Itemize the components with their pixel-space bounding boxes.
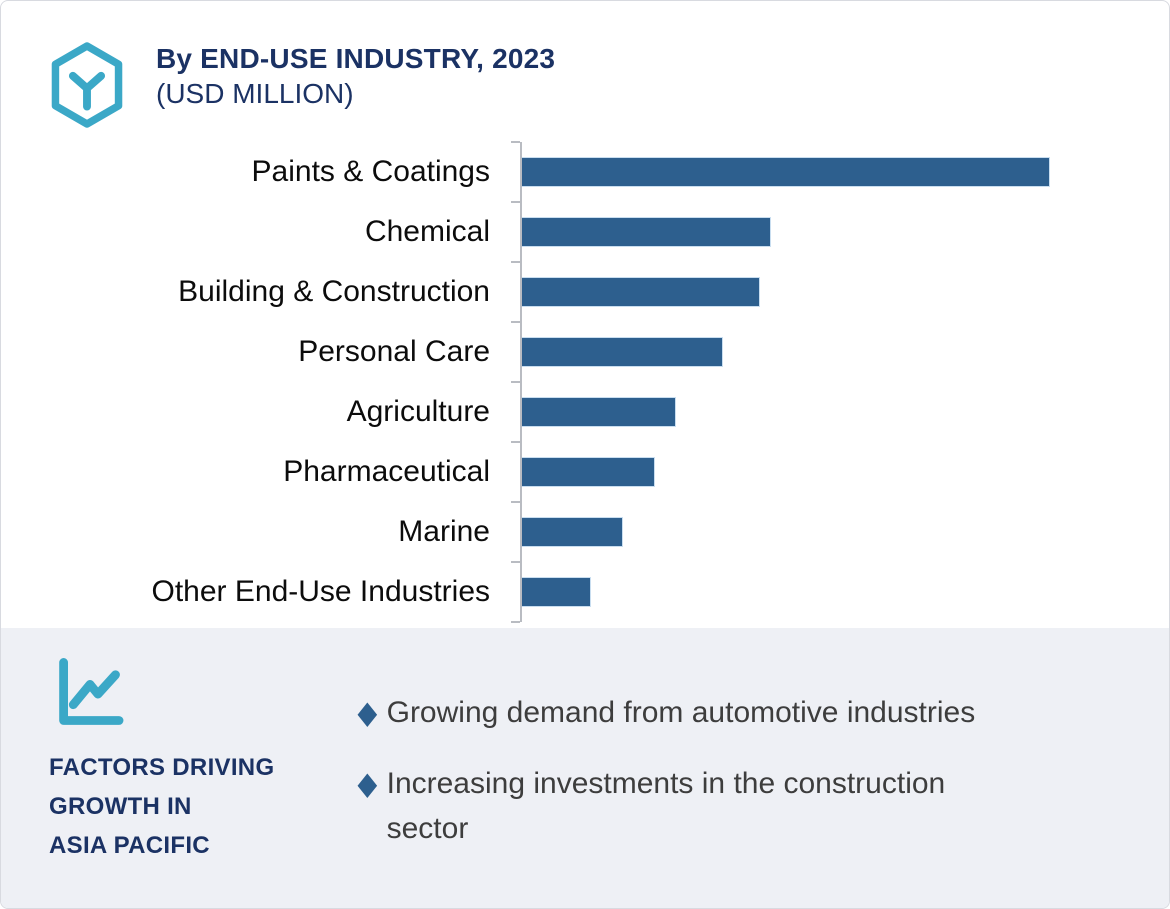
chart-row: Marine xyxy=(1,501,1169,562)
category-label: Chemical xyxy=(364,215,490,248)
bar-chart: Paints & Coatings Chemical Building & Cons… xyxy=(1,141,1169,623)
chart-row: Agriculture xyxy=(1,381,1169,442)
value-bar xyxy=(522,277,760,307)
factor-item: ◆ Growing demand from automotive industri… xyxy=(355,690,975,735)
category-label: Pharmaceutical xyxy=(283,455,490,488)
chart-subtitle: (USD MILLION) xyxy=(156,78,354,109)
axis-area xyxy=(511,201,1154,262)
value-bar xyxy=(522,517,624,547)
factors-list: ◆ Growing demand from automotive industri… xyxy=(355,690,975,877)
chart-title: By END-USE INDUSTRY, 2023 xyxy=(156,43,556,74)
chart-row: Chemical xyxy=(1,201,1169,262)
chart-row: Other End-Use Industries xyxy=(1,561,1169,623)
axis-area xyxy=(511,501,1154,562)
category-label: Personal Care xyxy=(298,335,490,368)
category-label: Other End-Use Industries xyxy=(151,575,490,608)
line-chart-icon xyxy=(59,658,124,725)
hexagon-y-molecule-icon xyxy=(51,42,123,128)
factor-text: Growing demand from automotive industrie… xyxy=(386,696,976,729)
chart-row: Pharmaceutical xyxy=(1,441,1169,502)
diamond-bullet-icon: ◆ xyxy=(357,765,378,801)
factors-panel: FACTORS DRIVING GROWTH IN ASIA PACIFIC ◆… xyxy=(1,628,1169,908)
chart-header: By END-USE INDUSTRY, 2023 (USD MILLION) xyxy=(45,39,555,131)
axis-area xyxy=(511,561,1154,623)
category-label: Building & Construction xyxy=(178,275,490,308)
factor-item: ◆ Increasing investments in the construct… xyxy=(355,761,975,851)
chart-row: Paints & Coatings xyxy=(1,141,1169,202)
value-bar xyxy=(522,577,592,607)
axis-area xyxy=(511,141,1154,202)
factor-text: Increasing investments in the constructi… xyxy=(386,767,946,845)
chart-row: Building & Construction xyxy=(1,261,1169,322)
value-bar xyxy=(522,457,655,487)
category-label: Agriculture xyxy=(346,395,490,428)
value-bar xyxy=(522,397,676,427)
axis-area xyxy=(511,321,1154,382)
factors-title: FACTORS DRIVING GROWTH IN ASIA PACIFIC xyxy=(49,754,275,859)
axis-area xyxy=(511,261,1154,322)
diamond-bullet-icon: ◆ xyxy=(357,694,378,730)
category-label: Paints & Coatings xyxy=(251,155,490,188)
value-bar xyxy=(522,337,724,367)
axis-area xyxy=(511,441,1154,502)
value-bar xyxy=(522,217,771,247)
value-bar xyxy=(522,157,1050,187)
category-label: Marine xyxy=(398,515,490,548)
axis-area xyxy=(511,381,1154,442)
title-block: By END-USE INDUSTRY, 2023 (USD MILLION) xyxy=(156,39,555,111)
chart-row: Personal Care xyxy=(1,321,1169,382)
